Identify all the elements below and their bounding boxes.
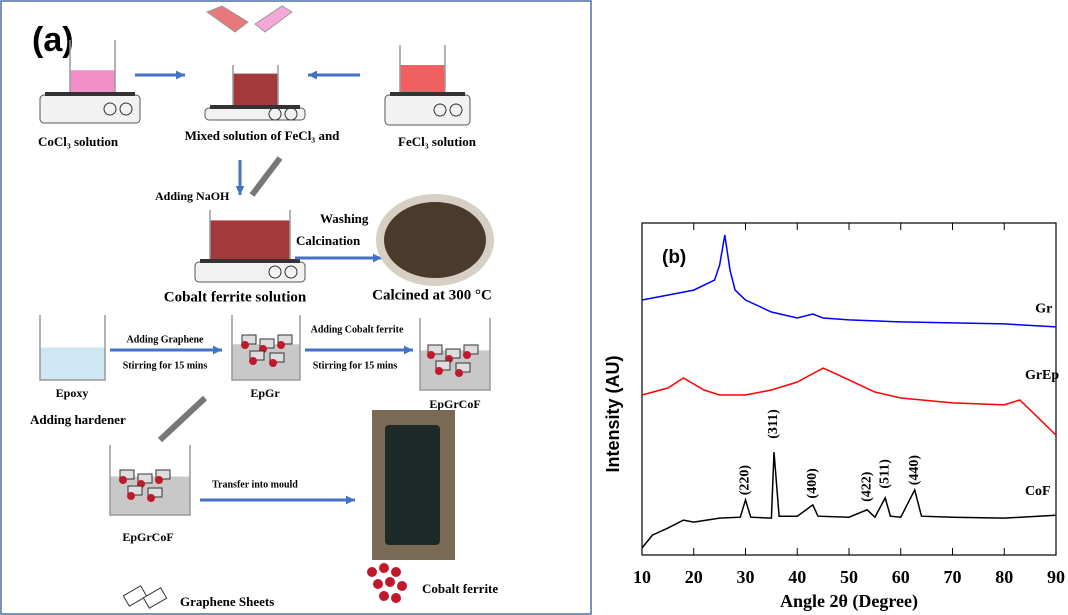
liquid: [400, 65, 445, 95]
legend-label: Cobalt ferrite: [422, 581, 498, 596]
legend-particle: [379, 563, 389, 573]
peak-label: (220): [738, 465, 753, 496]
series-label: GrEp: [1025, 368, 1059, 383]
label: Calcined at 300 °C: [372, 287, 492, 303]
page: (a) CoCl₃ solution Mixed solution of FeC…: [0, 0, 1068, 615]
label: Epoxy: [56, 386, 89, 400]
x-tick-label: 60: [892, 567, 910, 587]
hotplate-top: [200, 259, 300, 263]
x-tick-label: 20: [685, 567, 703, 587]
label: Transfer into mould: [212, 479, 298, 490]
particle: [147, 494, 155, 502]
legend-particle: [385, 577, 395, 587]
label: Adding NaOH: [155, 189, 230, 203]
legend-label: Graphene Sheets: [180, 594, 274, 609]
label: FeCl₃ solution: [398, 134, 477, 149]
x-tick-label: 50: [840, 567, 858, 587]
plot-frame: [642, 223, 1056, 555]
particle: [427, 351, 435, 359]
label: Cobalt ferrite solution: [164, 289, 307, 305]
liquid: [233, 74, 278, 108]
hotplate: [195, 262, 305, 282]
photo-calcined: [380, 198, 490, 282]
label: Stirring for 15 mins: [123, 360, 208, 371]
label: EpGrCoF: [122, 530, 173, 544]
series-line: [642, 452, 1056, 548]
legend-particle: [397, 581, 407, 591]
panel-label: (b): [662, 247, 686, 268]
x-tick-label: 70: [944, 567, 962, 587]
hotplate: [40, 95, 140, 123]
x-axis-label: Angle 2θ (Degree): [780, 591, 918, 612]
x-tick-label: 30: [737, 567, 755, 587]
legend-particle: [391, 593, 401, 603]
legend-particle: [367, 567, 377, 577]
figure: (a) CoCl₃ solution Mixed solution of FeC…: [0, 0, 1068, 615]
particle: [435, 367, 443, 375]
hotplate-top: [390, 92, 465, 96]
y-axis-label: Intensity (AU): [603, 355, 623, 472]
label: CoCl₃ solution: [38, 134, 119, 149]
label: EpGrCoF: [429, 397, 480, 411]
label: Washing: [320, 211, 369, 226]
peak-label: (511): [877, 459, 892, 489]
label: Calcination: [296, 233, 361, 248]
hotplate: [205, 108, 305, 120]
peak-label: (311): [766, 409, 781, 439]
particle: [127, 492, 135, 500]
legend-particle: [379, 591, 389, 601]
series-line: [642, 235, 1056, 327]
legend-particle: [373, 579, 383, 589]
particle: [241, 341, 249, 349]
series-line: [642, 368, 1056, 435]
label: Adding hardener: [30, 412, 126, 427]
x-tick-label: 80: [995, 567, 1013, 587]
photo-sample: [385, 425, 440, 545]
particle: [277, 341, 285, 349]
hotplate-top: [45, 92, 135, 96]
series-label: Gr: [1035, 302, 1052, 317]
particle: [269, 359, 277, 367]
x-tick-label: 90: [1047, 567, 1065, 587]
liquid: [40, 348, 105, 381]
legend-particle: [391, 567, 401, 577]
label: Mixed solution of FeCl₃ and: [185, 128, 341, 143]
particle: [463, 351, 471, 359]
label: EpGr: [250, 386, 280, 400]
particle: [249, 357, 257, 365]
liquid: [70, 70, 115, 95]
x-tick-label: 10: [633, 567, 651, 587]
series-label: CoF: [1025, 484, 1051, 499]
hotplate: [385, 95, 470, 125]
hotplate-top: [210, 105, 300, 109]
label: Stirring for 15 mins: [313, 360, 398, 371]
particle: [155, 476, 163, 484]
x-tick-label: 40: [788, 567, 806, 587]
particle: [455, 369, 463, 377]
peak-label: (440): [907, 455, 922, 486]
particle: [119, 476, 127, 484]
peak-label: (400): [805, 468, 820, 499]
label: Adding Graphene: [127, 334, 205, 345]
panel-label: (a): [32, 21, 74, 59]
label: Adding Cobalt ferrite: [311, 324, 404, 335]
liquid: [210, 220, 290, 262]
peak-label: (422): [859, 471, 874, 502]
